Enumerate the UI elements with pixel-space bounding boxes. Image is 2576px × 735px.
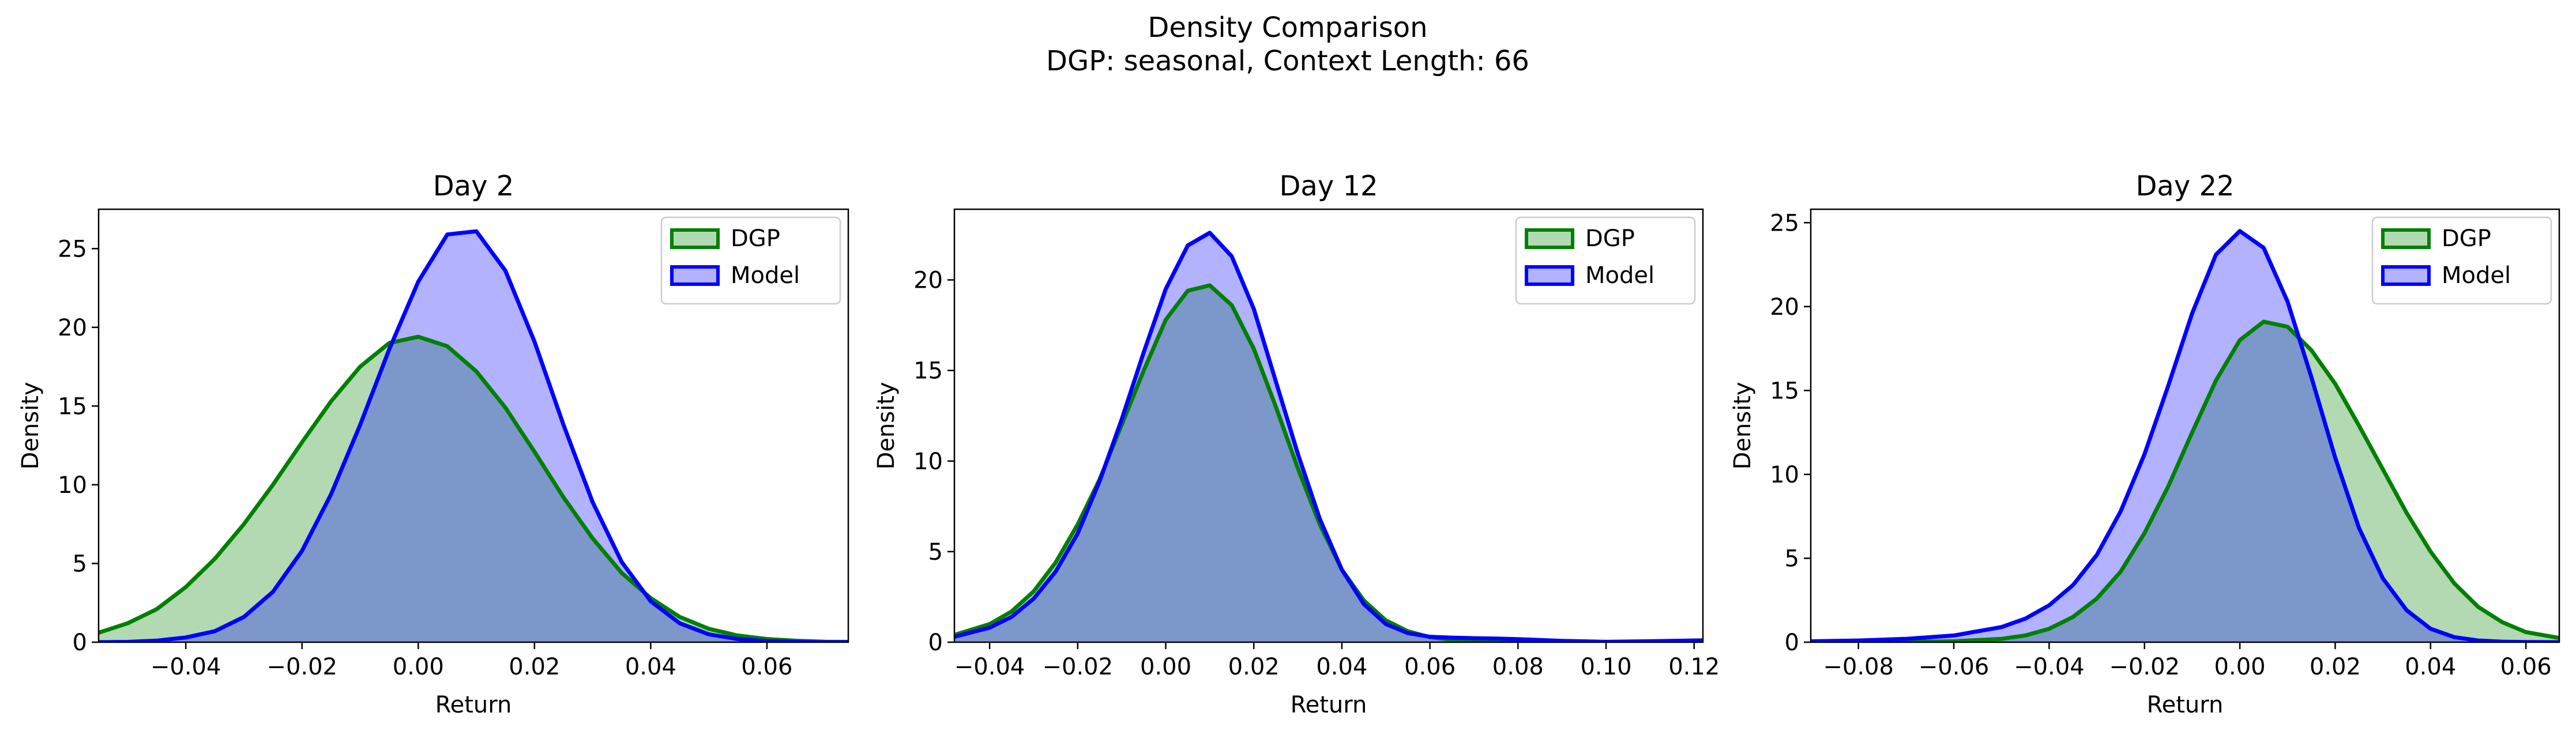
y-axis-label: Density xyxy=(1729,382,1756,469)
y-tick-label: 10 xyxy=(1770,462,1799,488)
axes-frame xyxy=(97,208,849,643)
legend-swatch-dgp xyxy=(1525,228,1574,249)
x-tick-label: 0.06 xyxy=(741,654,792,680)
x-tick-label: 0.04 xyxy=(2405,654,2456,680)
legend-label-dgp: DGP xyxy=(1585,225,1635,252)
legend-swatch-model xyxy=(1525,265,1574,286)
x-tick-label: −0.02 xyxy=(2109,654,2180,680)
legend: DGP Model xyxy=(2371,216,2552,305)
series-dgp-line xyxy=(1811,319,2559,642)
panels: −0.04 −0.02 0.00 0.02 0.04 0.06 0 5 10 15 20 25 Day … xyxy=(17,170,2560,718)
y-tick-label: 20 xyxy=(1770,294,1799,321)
x-tick-label: 0.06 xyxy=(2500,654,2552,680)
series-model-fill xyxy=(1811,231,2559,642)
x-tick-label: 0.12 xyxy=(1668,654,1720,680)
x-axis-label: Return xyxy=(435,692,512,718)
x-tick-label: −0.06 xyxy=(1919,654,1990,680)
plot-area xyxy=(1811,229,2559,642)
y-tick-label: 15 xyxy=(1770,378,1799,404)
x-tick-label: −0.04 xyxy=(954,654,1025,680)
y-tick-label: 0 xyxy=(928,630,943,656)
plot-area xyxy=(99,229,848,642)
x-tick-label: −0.04 xyxy=(2014,654,2085,680)
y-tick-label: 5 xyxy=(928,539,943,566)
figure-subtitle: DGP: seasonal, Context Length: 66 xyxy=(1046,45,1529,77)
legend-swatch-model xyxy=(2381,265,2431,286)
x-tick-label: 0.08 xyxy=(1492,654,1544,680)
x-tick-label: 0.00 xyxy=(2214,654,2266,680)
y-tick-label: 25 xyxy=(58,236,87,262)
x-tick-label: 0.10 xyxy=(1580,654,1631,680)
panel-1: −0.04 −0.02 0.00 0.02 0.04 0.06 0 5 10 15 20 25 Day … xyxy=(17,170,849,718)
x-axis-label: Return xyxy=(2147,692,2224,718)
x-tick-label: −0.02 xyxy=(1042,654,1113,680)
panel-title: Day 22 xyxy=(2135,170,2234,202)
y-axis-label: Density xyxy=(17,382,44,469)
x-tick-label: 0.02 xyxy=(1228,654,1280,680)
axes-frame xyxy=(953,208,1704,643)
legend-label-dgp: DGP xyxy=(2442,225,2491,252)
x-tick-label: 0.00 xyxy=(393,654,444,680)
x-axis-label: Return xyxy=(1291,692,1367,718)
legend-label-model: Model xyxy=(1585,262,1654,289)
plot-area xyxy=(954,231,1703,642)
legend-swatch-dgp xyxy=(2381,228,2431,249)
series-model-line xyxy=(1811,229,2559,642)
series-model-fill xyxy=(954,232,1703,642)
panel-3: −0.08 −0.06 −0.04 −0.02 0.00 0.02 0.04 0.06 0 5 10… xyxy=(1729,170,2560,718)
series-dgp-line xyxy=(99,334,848,642)
series-model-fill xyxy=(99,231,848,642)
x-tick-label: 0.02 xyxy=(2310,654,2361,680)
y-tick-label: 0 xyxy=(1785,630,1799,656)
panel-title: Day 2 xyxy=(433,170,514,202)
legend: DGP Model xyxy=(660,216,841,305)
legend-label-model: Model xyxy=(2442,262,2511,289)
y-tick-label: 20 xyxy=(913,267,943,294)
series-dgp-fill xyxy=(954,285,1703,642)
figure-title: Density Comparison xyxy=(1148,12,1427,44)
x-tick-label: −0.04 xyxy=(151,654,221,680)
y-tick-label: 5 xyxy=(1785,545,1799,572)
x-tick-label: 0.06 xyxy=(1404,654,1456,680)
legend-swatch-model xyxy=(670,265,720,286)
legend: DGP Model xyxy=(1515,216,1696,305)
series-model-line xyxy=(954,231,1703,642)
legend-label-dgp: DGP xyxy=(731,225,780,252)
y-tick-label: 5 xyxy=(73,551,87,577)
series-dgp-fill xyxy=(1811,322,2559,642)
series-model-line xyxy=(99,229,848,642)
x-tick-label: 0.00 xyxy=(1140,654,1191,680)
x-tick-label: 0.04 xyxy=(1316,654,1367,680)
panel-2: −0.04 −0.02 0.00 0.02 0.04 0.06 0.08 0.10 0.12 0 5… xyxy=(873,170,1720,718)
x-tick-label: −0.02 xyxy=(266,654,337,680)
y-tick-label: 25 xyxy=(1770,210,1799,236)
series-dgp-fill xyxy=(99,337,848,642)
y-axis-label: Density xyxy=(873,382,900,469)
y-tick-label: 20 xyxy=(58,315,87,341)
y-tick-label: 15 xyxy=(913,358,943,385)
legend-label-model: Model xyxy=(731,262,800,289)
y-tick-label: 15 xyxy=(58,393,87,420)
legend-swatch-dgp xyxy=(670,228,720,249)
axes-frame xyxy=(1810,208,2560,643)
y-tick-label: 10 xyxy=(58,472,87,499)
x-tick-label: −0.08 xyxy=(1823,654,1894,680)
x-tick-label: 0.04 xyxy=(625,654,676,680)
panel-title: Day 12 xyxy=(1279,170,1378,202)
x-tick-label: 0.02 xyxy=(509,654,560,680)
y-tick-label: 0 xyxy=(73,630,87,656)
y-tick-label: 10 xyxy=(913,448,943,475)
series-dgp-line xyxy=(954,283,1703,642)
